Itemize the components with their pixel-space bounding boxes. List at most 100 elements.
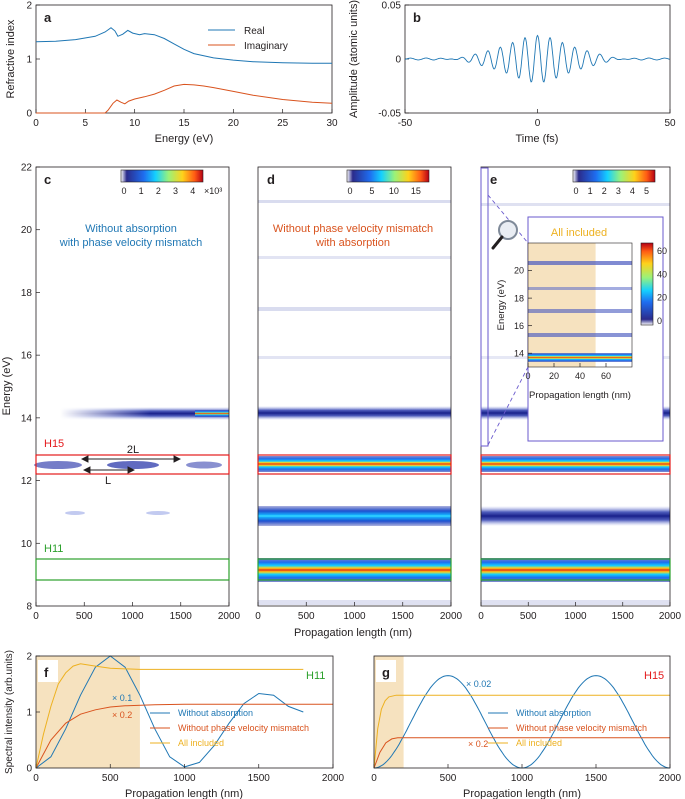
x-tick-label: 20 (549, 371, 559, 381)
all-included-line (35, 663, 304, 769)
band-14ev (258, 406, 451, 420)
y-tick-label: 16 (514, 321, 524, 331)
panel-f-xlabel: Propagation length (nm) (125, 788, 243, 799)
inset-band-20 (528, 261, 632, 265)
y-tick-label: 14 (21, 413, 33, 424)
panel-b-label: b (413, 10, 421, 25)
y-tick-label: 2 (26, 1, 32, 12)
x-tick-label: 15 (178, 118, 190, 129)
band-h13-blob-2 (146, 511, 170, 515)
panel-a: a 0 5 10 15 20 25 30 0 1 2 Real Imaginary Energy … (5, 1, 338, 146)
panel-g-label-bg (376, 660, 396, 682)
band-h11 (258, 558, 451, 582)
faint-band-3 (258, 307, 451, 311)
x-tick-label: 1000 (564, 611, 587, 622)
colorbar-tick-label: 4 (190, 186, 195, 196)
y-tick-label: 18 (21, 288, 33, 299)
h11-box (35, 558, 230, 581)
panel-f-ylabel: Spectral intensity (arb.units) (4, 650, 15, 774)
colorbar-tick-label: 1 (139, 186, 144, 196)
panel-c-annotation-line2: with phase velocity mismatch (59, 237, 202, 249)
panel-e-label: e (490, 172, 497, 187)
panel-g: g 0 500 1000 1500 2000 H15 × 0.02 × 0.2 With… (371, 655, 682, 799)
inset-band-17 (528, 309, 632, 313)
band-14ev-peak (195, 410, 229, 417)
panel-e-heatmap-bands (481, 203, 670, 605)
legend-g-label-1: Without phase velocity mismatch (516, 723, 647, 733)
panel-g-xlabel: Propagation length (nm) (463, 788, 581, 799)
faint-band-1 (258, 200, 451, 203)
y-tick-label: 22 (21, 163, 33, 174)
band-h15 (258, 456, 451, 472)
y-tick-label: 0 (26, 109, 32, 120)
y-tick-label: 20 (21, 225, 33, 236)
colorbar-c-unit: ×10³ (204, 186, 222, 196)
x-tick-label: 1000 (511, 773, 534, 784)
colorbar-tick-label: 0 (347, 186, 352, 196)
y-tick-label: 2 (26, 652, 32, 663)
zoom-connector-top (487, 194, 529, 244)
without-mismatch-line (35, 703, 333, 769)
h15-label: H15 (44, 438, 64, 450)
x-tick-label: 500 (298, 611, 315, 622)
colorbar-tick-label: 2 (602, 186, 607, 196)
x-tick-label: 0 (525, 371, 530, 381)
panel-f-label: f (44, 665, 49, 680)
colorbar-tick-label: 0 (573, 186, 578, 196)
band-h15-blob-1 (34, 461, 82, 469)
panel-a-ylabel: Refractive index (5, 19, 17, 98)
y-tick-label: 0 (26, 764, 32, 775)
panel-d-h11-box (257, 558, 452, 581)
panel-b-ylabel: Amplitude (atomic units) (348, 0, 360, 118)
faint-band-4 (258, 356, 451, 359)
panel-d-label: d (267, 172, 275, 187)
colorbar-tick-label: 3 (173, 186, 178, 196)
y-tick-label: 1 (26, 708, 32, 719)
x-tick-label: 40 (575, 371, 585, 381)
x-tick-label: 1000 (173, 773, 196, 784)
legend-f-label-2: All included (178, 738, 224, 748)
inset-band-14 (528, 353, 632, 362)
x-tick-label: 1500 (248, 773, 271, 784)
faint-band-2 (258, 256, 451, 259)
without-absorption-line (35, 655, 304, 769)
panel-d-heatmap-bands (258, 200, 451, 605)
x-tick-label: 1500 (170, 611, 193, 622)
inset-band-19 (528, 287, 632, 290)
inset-colorbar-tick-label: 0 (657, 316, 662, 326)
x-tick-label: 500 (102, 773, 119, 784)
x-tick-label: 0 (255, 611, 261, 622)
inset-xlabel: Propagation length (nm) (529, 390, 631, 401)
faint-band-1 (481, 203, 670, 206)
legend-real-label: Real (244, 26, 265, 37)
without-mismatch-line (373, 737, 670, 769)
zoom-connector-bottom (487, 366, 529, 446)
colorbar-tick-label: 5 (644, 186, 649, 196)
x-tick-label: 0 (33, 773, 39, 784)
colorbar-tick-label: 1 (588, 186, 593, 196)
panel-d-h15-box (257, 454, 452, 475)
x-tick-label: 0 (371, 773, 377, 784)
y-tick-label: 12 (21, 476, 33, 487)
multiplier-f-2: × 0.2 (112, 710, 132, 720)
inset-title: All included (551, 227, 607, 239)
y-tick-label: 0.05 (382, 1, 402, 12)
multiplier-g-1: × 0.02 (466, 679, 491, 689)
panel-e-h15-box (480, 454, 671, 475)
panel-c-ylabel: Energy (eV) (1, 357, 13, 416)
legend-g-label-2: All included (516, 738, 562, 748)
x-tick-label: 5 (83, 118, 89, 129)
x-tick-label: -50 (398, 118, 413, 129)
legend-g-label-0: Without absorption (516, 708, 591, 718)
panel-c-annotation-line1: Without absorption (85, 223, 177, 235)
panel-e-h11-box (480, 558, 671, 581)
panel-b: b -50 0 50 -0.05 0 0.05 Time (fs) Amplitude (… (348, 0, 676, 145)
multiplier-f-1: × 0.1 (112, 693, 132, 703)
band-h11 (481, 558, 670, 582)
zoom-region-box (480, 167, 489, 447)
pulse-waveform-line (404, 34, 670, 83)
h15-box (35, 454, 230, 475)
band-14ev-fade (60, 407, 150, 420)
y-tick-label: 18 (514, 293, 524, 303)
